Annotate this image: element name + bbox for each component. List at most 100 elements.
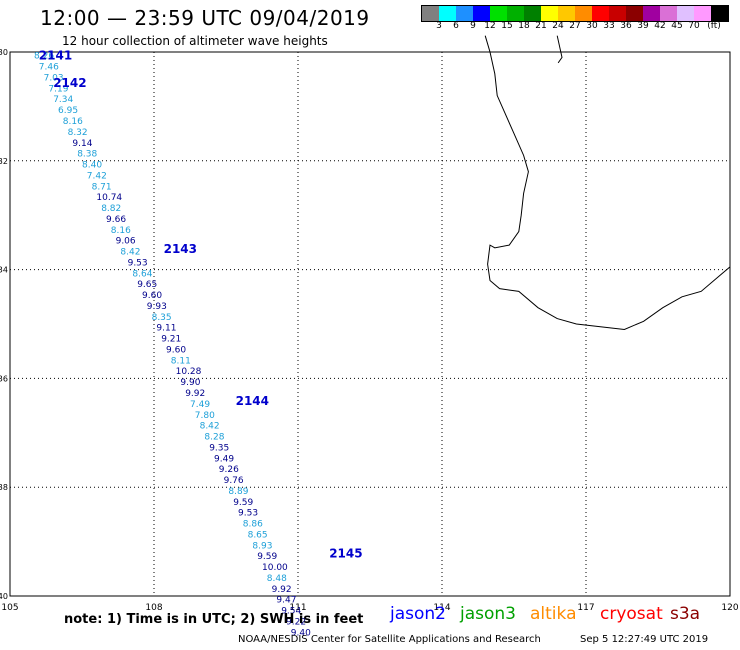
y-tick-label: -34 (0, 266, 8, 275)
legend-swatch (524, 6, 541, 21)
map-frame (9, 51, 731, 597)
wave-height-value: 9.53 (128, 258, 148, 268)
wave-height-value: 8.89 (228, 487, 248, 497)
wave-height-value: 9.14 (72, 139, 92, 149)
wave-height-value: 10.00 (262, 563, 288, 573)
legend-tick-label: 9 (470, 21, 476, 31)
wave-height-value: 10.28 (176, 367, 202, 377)
legend-tick-label: 70 (688, 21, 700, 31)
y-tick-label: -32 (0, 157, 8, 166)
x-tick-label: 111 (289, 603, 306, 613)
wave-height-value: 8.48 (267, 574, 287, 584)
wave-height-value: 9.92 (272, 585, 292, 595)
legend-tick-label: 3 (436, 21, 442, 31)
pass-number-label: 2141 (39, 49, 72, 63)
wave-height-value: 8.16 (63, 117, 83, 127)
wave-height-value: 8.38 (77, 150, 97, 160)
wave-height-value: 7.80 (195, 411, 215, 421)
pass-number-label: 2142 (53, 76, 86, 90)
wave-height-value: 8.64 (132, 269, 152, 279)
x-tick-label: 120 (721, 603, 738, 613)
legend-swatch (473, 6, 490, 21)
wave-height-value: 9.60 (142, 291, 162, 301)
y-tick-label: -40 (0, 592, 8, 601)
satellite-jason2: jason2 (390, 604, 446, 624)
legend-tick-label: 12 (484, 21, 496, 31)
wave-height-value: 8.71 (92, 182, 112, 192)
wave-height-value: 7.49 (190, 400, 210, 410)
wave-height-value: 9.47 (276, 596, 296, 606)
wave-height-value: 8.42 (200, 422, 220, 432)
wave-height-value: 7.03 (44, 73, 64, 83)
legend-swatch (711, 6, 728, 21)
legend-swatch (541, 6, 558, 21)
satellite-cryosat: cryosat (600, 604, 663, 624)
wave-height-value: 9.21 (161, 335, 181, 345)
wave-height-value: 9.60 (166, 345, 186, 355)
legend-swatch (609, 6, 626, 21)
wave-height-value: 9.76 (224, 476, 244, 486)
inland-feature (556, 35, 563, 64)
y-tick-label: -38 (0, 483, 8, 492)
wave-height-value: 9.66 (106, 215, 126, 225)
credit-text: NOAA/NESDIS Center for Satellite Applica… (238, 634, 541, 645)
legend-tick-label: 33 (603, 21, 615, 31)
wave-height-value: 8.42 (120, 248, 140, 258)
wave-height-value: 9.06 (116, 237, 136, 247)
legend-tick-label: 15 (501, 21, 513, 31)
map-subtitle: 12 hour collection of altimeter wave hei… (62, 34, 328, 48)
color-legend (421, 5, 729, 22)
legend-tick-label: 45 (671, 21, 683, 31)
legend-swatch (439, 6, 456, 21)
wave-height-value: 6.95 (58, 106, 78, 116)
legend-swatch (575, 6, 592, 21)
wave-height-value: 7.19 (48, 84, 68, 94)
pass-number-label: 2144 (236, 394, 269, 408)
legend-unit: (ft) (707, 21, 721, 31)
pass-number-label: 2143 (164, 242, 197, 256)
legend-tick-label: 24 (552, 21, 564, 31)
wave-height-value: 10.74 (96, 193, 122, 203)
wave-height-value: 8.93 (252, 541, 272, 551)
legend-tick-label: 27 (569, 21, 581, 31)
legend-swatch (592, 6, 609, 21)
wave-height-value: 9.53 (238, 509, 258, 519)
wave-height-value: 9.59 (257, 552, 277, 562)
timestamp: Sep 5 12:27:49 UTC 2019 (580, 634, 709, 645)
wave-height-value: 8.28 (204, 433, 224, 443)
wave-height-value: 8.40 (82, 161, 102, 171)
wave-height-value: 8.65 (248, 530, 268, 540)
legend-swatch (456, 6, 473, 21)
legend-tick-label: 30 (586, 21, 598, 31)
legend-swatch (626, 6, 643, 21)
coastline (484, 35, 731, 330)
wave-height-value: 7.46 (39, 63, 59, 73)
wave-height-value: 8.32 (68, 128, 88, 138)
y-tick-label: -36 (0, 374, 8, 383)
legend-swatch (677, 6, 694, 21)
legend-tick-label: 21 (535, 21, 547, 31)
pass-number-label: 2145 (329, 546, 362, 560)
wave-height-value: 7.34 (53, 95, 73, 105)
x-tick-label: 117 (577, 603, 594, 613)
wave-height-value: 9.59 (233, 498, 253, 508)
wave-height-value: 8.86 (243, 520, 263, 530)
wave-height-value: 8.82 (101, 204, 121, 214)
legend-swatch (660, 6, 677, 21)
wave-height-value: 9.90 (180, 378, 200, 388)
wave-height-value: 9.92 (185, 389, 205, 399)
x-tick-label: 105 (1, 603, 18, 613)
legend-swatch (490, 6, 507, 21)
x-tick-label: 114 (433, 603, 450, 613)
legend-tick-label: 18 (518, 21, 530, 31)
legend-swatch (507, 6, 524, 21)
legend-tick-label: 36 (620, 21, 632, 31)
footer-note: note: 1) Time is in UTC; 2) SWH is in fe… (64, 612, 364, 627)
satellite-s3a: s3a (670, 604, 701, 624)
wave-height-value: 9.54 (281, 607, 301, 617)
legend-swatch (643, 6, 660, 21)
wave-height-value: 9.93 (147, 302, 167, 312)
legend-tick-label: 42 (654, 21, 666, 31)
legend-tick-label: 6 (453, 21, 459, 31)
